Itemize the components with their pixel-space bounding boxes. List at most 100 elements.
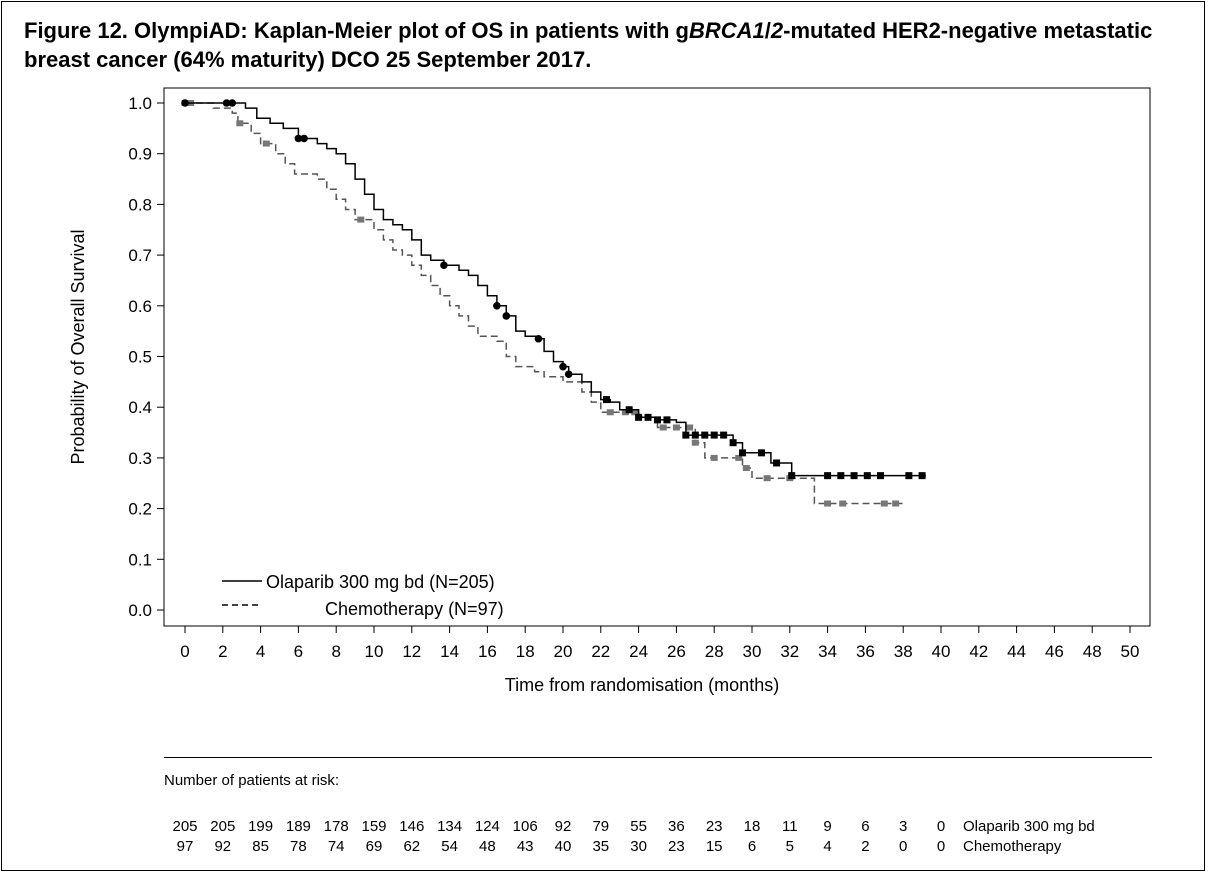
olaparib-censor-mark xyxy=(773,459,781,467)
chemo-censor-mark xyxy=(262,140,270,147)
risk-cell: 40 xyxy=(554,838,572,855)
x-tick-label-9: 18 xyxy=(516,642,535,661)
y-tick-label-4: 0.4 xyxy=(128,398,152,417)
chemo-censor-mark xyxy=(659,424,667,431)
x-tick-label-25: 50 xyxy=(1121,642,1140,661)
risk-cell: 9 xyxy=(823,818,832,835)
risk-cell: 3 xyxy=(899,818,908,835)
chemo-censor-mark xyxy=(236,120,244,127)
olaparib-censor-mark xyxy=(682,431,690,439)
chemo-censor-mark xyxy=(686,424,694,431)
x-tick-label-19: 38 xyxy=(894,642,913,661)
legend-chemo-label: Chemotherapy (N=97) xyxy=(325,599,504,619)
olaparib-censor-mark xyxy=(300,134,308,143)
x-tick-label-22: 44 xyxy=(1007,642,1026,661)
risk-row-label: Olaparib 300 mg bd xyxy=(963,818,1095,835)
risk-cell: 0 xyxy=(936,838,946,855)
legend-olaparib-label: Olaparib 300 mg bd (N=205) xyxy=(266,572,495,592)
risk-cell: 54 xyxy=(441,838,458,855)
chemo-censor-mark xyxy=(880,500,888,507)
risk-cell: 2 xyxy=(861,838,870,855)
olaparib-censor-mark xyxy=(710,431,718,439)
risk-row-label: Chemotherapy xyxy=(963,838,1062,855)
olaparib-censor-mark xyxy=(918,472,926,480)
olaparib-censor-mark xyxy=(739,449,747,457)
olaparib-censor-mark xyxy=(635,413,643,421)
risk-table-rule xyxy=(164,757,1152,758)
olaparib-censor-mark xyxy=(757,449,765,457)
risk-cell: 92 xyxy=(214,838,232,855)
risk-cell: 178 xyxy=(323,818,349,835)
x-tick-label-16: 32 xyxy=(780,642,799,661)
risk-cell: 0 xyxy=(936,818,946,835)
olaparib-censor-mark xyxy=(729,439,737,447)
chemo-censor-mark xyxy=(892,500,900,507)
olaparib-censor-mark xyxy=(440,261,448,270)
x-tick-label-14: 28 xyxy=(705,642,724,661)
x-tick-label-6: 12 xyxy=(402,642,421,661)
y-tick-label-9: 0.9 xyxy=(128,145,152,164)
chemo-censor-mark xyxy=(606,409,614,416)
olaparib-censor-mark xyxy=(701,431,709,439)
y-tick-label-1: 0.1 xyxy=(128,550,152,569)
x-tick-label-18: 36 xyxy=(856,642,875,661)
x-tick-label-20: 40 xyxy=(932,642,951,661)
risk-cell: 55 xyxy=(630,818,647,835)
risk-cell: 11 xyxy=(782,818,798,835)
olaparib-censor-mark xyxy=(228,99,237,107)
title-gene-italic: BRCA1 xyxy=(688,18,765,43)
x-tick-label-13: 26 xyxy=(667,642,686,661)
chemo-censor-mark xyxy=(672,424,680,431)
olaparib-censor-mark xyxy=(534,334,543,343)
x-tick-label-10: 20 xyxy=(554,642,573,661)
x-axis: 0 2 4 6 8 10 12 14 16 18 20 22 24 26 28 30 32 34 36 38 40 42 4… xyxy=(180,626,1139,661)
olaparib-censor-mark xyxy=(222,99,231,107)
x-tick-label-11: 22 xyxy=(591,642,610,661)
chemo-censor-mark xyxy=(824,500,832,507)
olaparib-censor-mark xyxy=(877,472,885,480)
x-tick-label-7: 14 xyxy=(440,642,459,661)
risk-cell: 18 xyxy=(743,818,761,835)
figure-title: Figure 12. OlympiAD: Kaplan-Meier plot o… xyxy=(24,16,1194,74)
y-axis-title: Probability of Overall Survival xyxy=(68,229,88,464)
risk-cell: 62 xyxy=(403,838,421,855)
risk-cell: 79 xyxy=(592,818,610,835)
risk-cell: 92 xyxy=(554,818,572,835)
x-tick-label-1: 2 xyxy=(218,642,227,661)
risk-cell: 5 xyxy=(785,838,794,855)
chemo-censor-mark xyxy=(763,475,771,482)
series-line-olaparib xyxy=(185,102,926,477)
chemo-censor-mark xyxy=(742,465,750,472)
risk-cell: 134 xyxy=(437,818,463,835)
olaparib-censor-mark xyxy=(644,413,652,421)
x-axis-title: Time from randomisation (months) xyxy=(505,675,779,695)
olaparib-censor-mark xyxy=(788,472,796,480)
chemo-censor-mark xyxy=(710,454,718,461)
series-line-chemotherapy xyxy=(185,102,904,505)
olaparib-censor-mark xyxy=(602,396,610,404)
risk-cell: 97 xyxy=(176,838,194,855)
olaparib-censor-mark xyxy=(850,472,858,480)
y-tick-label-3: 0.3 xyxy=(128,449,152,468)
olaparib-censor-mark xyxy=(720,431,728,439)
risk-cell: 205 xyxy=(172,818,198,835)
chemo-censor-mark xyxy=(631,409,639,416)
risk-cell: 85 xyxy=(252,838,269,855)
risk-cell: 48 xyxy=(479,838,496,855)
y-tick-label-10: 1.0 xyxy=(128,94,152,113)
risk-cell: 6 xyxy=(747,838,757,855)
y-tick-label-6: 0.6 xyxy=(128,297,152,316)
risk-cell: 36 xyxy=(668,818,685,835)
chemo-censor-mark xyxy=(735,454,743,461)
title-text-end: -mutated HER2-negative metastatic breast… xyxy=(24,18,1153,72)
olaparib-censor-mark xyxy=(181,99,189,107)
olaparib-censor-mark xyxy=(863,472,871,480)
olaparib-censor-mark xyxy=(564,370,573,379)
risk-row-olaparib: 205 205 199 189 178 159 146 134 124 106 92 79 55 36 23… xyxy=(0,818,1208,838)
y-tick-label-2: 0.2 xyxy=(128,500,152,519)
risk-cell: 199 xyxy=(248,818,274,835)
y-axis: 0.0 0.1 0.2 0.3 0.4 0.5 0.6 0.7 0.8 0.9 1.0 xyxy=(128,94,164,620)
x-tick-label-2: 4 xyxy=(256,642,265,661)
